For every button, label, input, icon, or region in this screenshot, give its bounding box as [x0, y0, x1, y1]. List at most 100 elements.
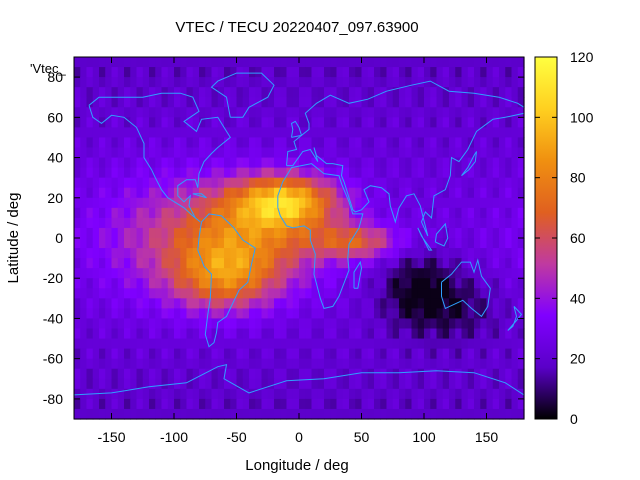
- heatmap-cell: [167, 227, 175, 239]
- heatmap-cell: [449, 197, 456, 209]
- heatmap-cell: [474, 167, 481, 179]
- heatmap-cell: [342, 87, 350, 98]
- heatmap-cell: [505, 117, 513, 128]
- heatmap-cell: [255, 278, 263, 289]
- heatmap-cell: [424, 67, 431, 78]
- heatmap-cell: [399, 268, 406, 279]
- heatmap-cell: [149, 137, 156, 149]
- heatmap-cell: [211, 298, 219, 309]
- heatmap-cell: [417, 278, 425, 289]
- heatmap-cell: [249, 87, 256, 98]
- heatmap-cell: [105, 338, 113, 350]
- heatmap-cell: [161, 167, 169, 179]
- heatmap-cell: [80, 358, 88, 370]
- heatmap-cell: [192, 248, 200, 259]
- heatmap-cell: [280, 197, 288, 209]
- heatmap-cell: [480, 378, 488, 390]
- heatmap-cell: [449, 207, 456, 219]
- heatmap-cell: [236, 107, 244, 118]
- heatmap-cell: [192, 217, 200, 229]
- heatmap-cell: [436, 378, 444, 390]
- heatmap-cell: [336, 187, 344, 199]
- heatmap-cell: [442, 378, 450, 390]
- heatmap-cell: [436, 167, 444, 179]
- heatmap-cell: [136, 298, 144, 309]
- heatmap-cell: [424, 288, 431, 299]
- heatmap-cell: [130, 408, 138, 420]
- heatmap-cell: [330, 97, 338, 108]
- heatmap-cell: [424, 338, 431, 350]
- heatmap-cell: [192, 348, 200, 360]
- heatmap-cell: [305, 77, 313, 88]
- heatmap-cell: [267, 127, 275, 139]
- heatmap-cell: [180, 278, 188, 289]
- heatmap-cell: [455, 97, 463, 108]
- heatmap-cell: [411, 338, 419, 350]
- heatmap-cell: [86, 217, 94, 229]
- heatmap-cell: [199, 177, 206, 189]
- heatmap-cell: [192, 157, 200, 169]
- heatmap-cell: [292, 137, 300, 149]
- heatmap-cell: [417, 288, 425, 299]
- heatmap-cell: [136, 157, 144, 169]
- heatmap-cell: [136, 338, 144, 350]
- heatmap-cell: [480, 318, 488, 330]
- heatmap-cell: [80, 127, 88, 139]
- heatmap-cell: [392, 378, 400, 390]
- heatmap-cell: [130, 308, 138, 320]
- heatmap-cell: [267, 398, 275, 410]
- heatmap-cell: [217, 258, 225, 269]
- heatmap-cell: [405, 278, 413, 289]
- heatmap-cell: [149, 388, 156, 400]
- heatmap-cell: [180, 318, 188, 330]
- heatmap-cell: [486, 137, 494, 149]
- heatmap-cell: [80, 167, 88, 179]
- heatmap-cell: [230, 318, 238, 330]
- heatmap-cell: [499, 127, 506, 139]
- heatmap-cell: [324, 388, 331, 400]
- heatmap-cell: [111, 248, 119, 259]
- heatmap-cell: [74, 408, 81, 420]
- heatmap-cell: [255, 227, 263, 239]
- heatmap-cell: [349, 278, 356, 289]
- heatmap-cell: [199, 67, 206, 78]
- heatmap-cell: [417, 348, 425, 360]
- heatmap-cell: [367, 358, 375, 370]
- heatmap-cell: [455, 308, 463, 320]
- heatmap-cell: [374, 187, 381, 199]
- heatmap-cell: [80, 398, 88, 410]
- heatmap-cell: [486, 177, 494, 189]
- heatmap-cell: [86, 97, 94, 108]
- heatmap-cell: [130, 107, 138, 118]
- heatmap-cell: [99, 177, 106, 189]
- heatmap-cell: [174, 127, 181, 139]
- heatmap-cell: [286, 238, 294, 249]
- heatmap-cell: [167, 408, 175, 420]
- heatmap-cell: [324, 197, 331, 209]
- heatmap-cell: [249, 67, 256, 78]
- heatmap-cell: [224, 177, 231, 189]
- heatmap-cell: [86, 398, 94, 410]
- heatmap-cell: [342, 288, 350, 299]
- heatmap-cell: [292, 248, 300, 259]
- heatmap-cell: [249, 288, 256, 299]
- heatmap-cell: [249, 177, 256, 189]
- heatmap-cell: [505, 147, 513, 159]
- heatmap-cell: [136, 248, 144, 259]
- heatmap-cell: [74, 268, 81, 279]
- heatmap-cell: [136, 348, 144, 360]
- heatmap-cell: [199, 278, 206, 289]
- heatmap-cell: [199, 137, 206, 149]
- heatmap-cell: [392, 157, 400, 169]
- heatmap-cell: [455, 278, 463, 289]
- heatmap-cell: [436, 177, 444, 189]
- heatmap-cell: [511, 137, 519, 149]
- heatmap-cell: [317, 197, 325, 209]
- heatmap-cell: [467, 97, 475, 108]
- heatmap-cell: [349, 187, 356, 199]
- heatmap-cell: [505, 67, 513, 78]
- heatmap-cell: [442, 137, 450, 149]
- heatmap-cell: [449, 117, 456, 128]
- heatmap-cell: [236, 358, 244, 370]
- heatmap-cell: [349, 227, 356, 239]
